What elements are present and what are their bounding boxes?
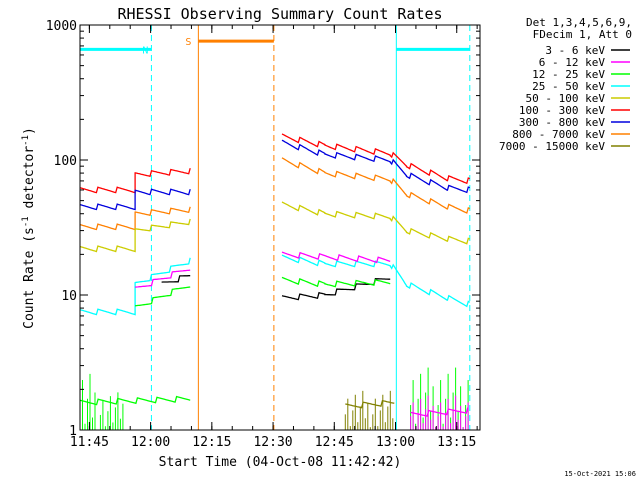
legend-label-800-7000-kev: 800 - 7000 keV [512,128,605,141]
series-line-300-800-kev [79,188,191,211]
chart-title: RHESSI Observing Summary Count Rates [117,5,442,23]
series-line-50-100-kev [79,218,191,253]
plot-frame [79,24,481,431]
render-timestamp: 15-Oct-2021 15:06 [564,470,636,478]
noise-band-3 [410,395,469,430]
legend: Det 1,3,4,5,6,9, FDecim 1, Att 0 3 - 6 k… [499,16,632,153]
legend-label-300-800-kev: 300 - 800 keV [519,116,605,129]
legend-header-line-1: Det 1,3,4,5,6,9, [526,16,632,29]
series-line-6-12-kev [135,269,191,288]
series-line-800-7000-kev [79,206,191,231]
noise-band-5 [99,392,124,430]
series-line-50-100-kev [281,201,471,245]
y-tick-label: 1 [69,424,77,439]
x-tick-label: 12:30 [253,435,292,450]
series-line-3-6-kev [161,275,191,283]
series-line-12-25-kev [281,276,391,288]
legend-label-50-100-kev: 50 - 100 keV [526,92,606,105]
x-tick-label: 12:00 [131,435,170,450]
series-line-6-12-kev [410,407,469,417]
x-tick-label: 11:45 [70,435,109,450]
svg-text:Count Rate (s-1 detector-1): Count Rate (s-1 detector-1) [21,127,37,329]
series-line-300-800-kev [281,139,471,194]
series-line-100-300-kev [79,168,191,194]
legend-header-line-2: FDecim 1, Att 0 [533,28,632,41]
flag-label-n: N [142,45,148,56]
plot-area: N S 1 10 100 1000 11:45 12:00 12:15 12:30 12:45 13:… [46,19,480,450]
y-tick-label: 100 [54,154,77,169]
series-line-800-7000-kev [281,157,471,214]
legend-label-3-6-kev: 3 - 6 keV [545,44,605,57]
legend-label-100-300-kev: 100 - 300 keV [519,104,605,117]
y-axis-label: Count Rate (s-1 detector-1) [21,127,37,329]
series-line-25-50-kev [79,257,191,316]
legend-label-6-12-kev: 6 - 12 keV [539,56,606,69]
series-line-7000-15000-kev [345,399,395,409]
x-tick-label: 12:15 [192,435,231,450]
legend-label-12-25-kev: 12 - 25 keV [532,68,605,81]
y-tick-label: 1000 [46,19,77,34]
series-line-12-25-kev [79,395,191,406]
flag-label-s: S [185,37,191,48]
y-tick-label: 10 [61,289,77,304]
series-line-12-25-kev [135,286,191,307]
legend-label-7000-15000-kev: 7000 - 15000 keV [499,140,605,153]
x-axis-label: Start Time (04-Oct-08 11:42:42) [159,455,402,470]
x-tick-label: 13:15 [437,435,476,450]
axes: 1 10 100 1000 11:45 12:00 12:15 12:30 12:45 13:00… [46,19,480,450]
legend-label-25-50-kev: 25 - 50 keV [532,80,605,93]
x-tick-label: 12:45 [315,435,354,450]
x-tick-label: 13:00 [376,435,415,450]
series-line-100-300-kev [281,133,471,185]
series-line-6-12-kev [281,251,391,264]
